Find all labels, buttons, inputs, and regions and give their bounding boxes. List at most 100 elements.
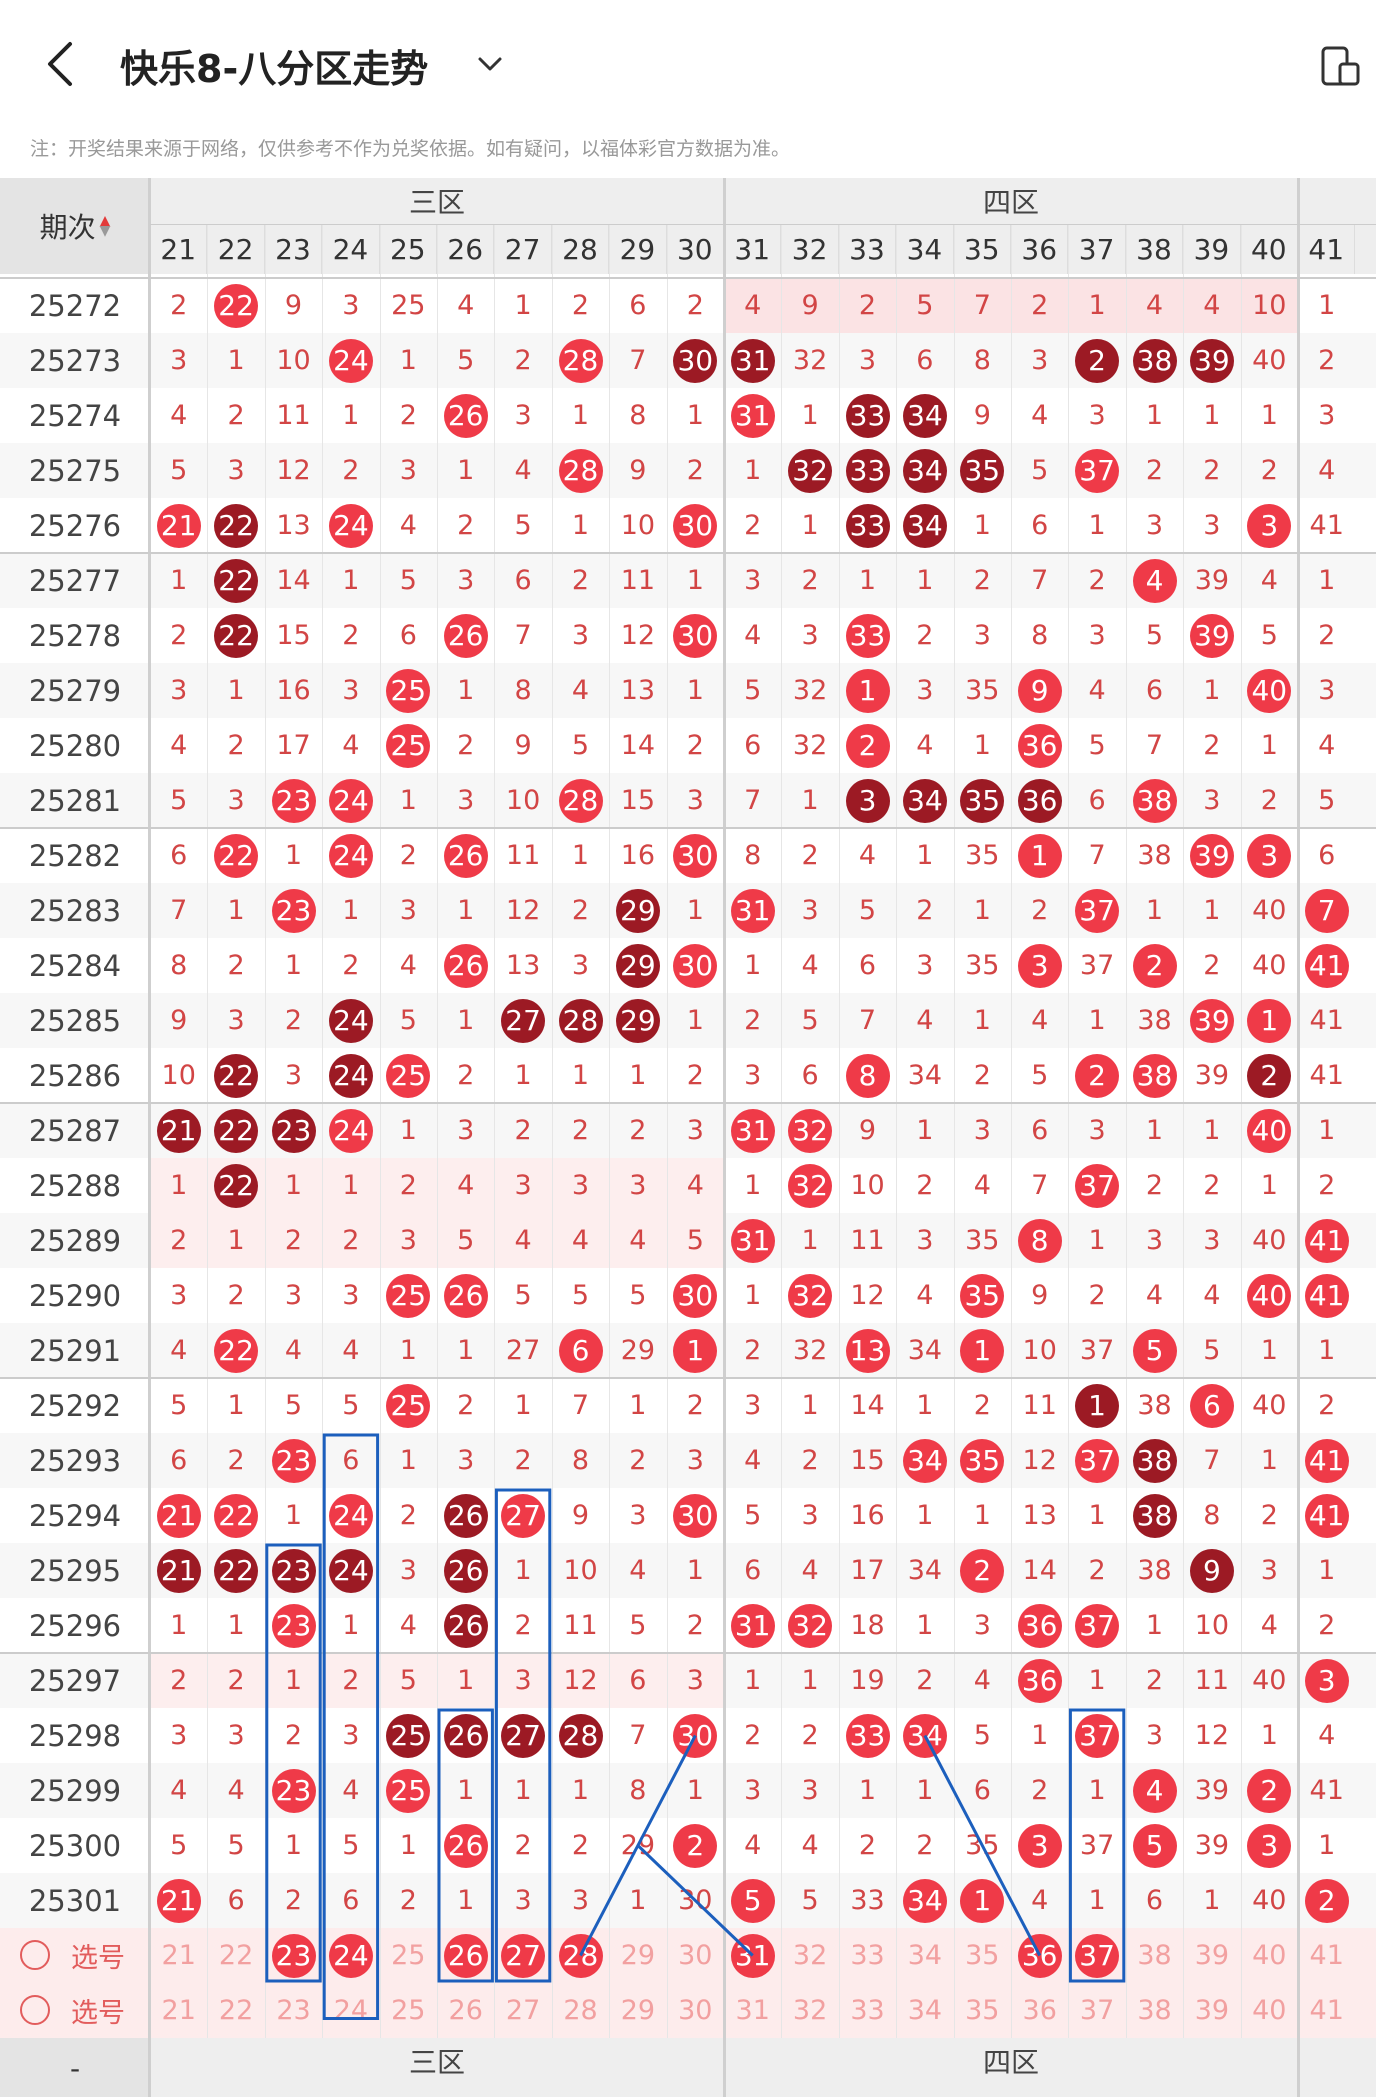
number-ball[interactable]: 22 [214,613,259,658]
select-number[interactable]: 24 [333,1995,369,2026]
number-ball[interactable]: 32 [788,1273,833,1318]
number-ball[interactable]: 23 [271,1768,316,1813]
number-ball[interactable]: 21 [156,1548,201,1593]
select-number[interactable]: 22 [218,1995,254,2026]
select-number[interactable]: 40 [1252,1995,1287,2026]
select-number[interactable]: 30 [678,1940,713,1971]
number-ball[interactable]: 37 [1075,448,1120,493]
number-ball[interactable]: 2 [1247,1053,1292,1098]
number-ball[interactable]: 23 [271,778,316,823]
number-ball[interactable]: 36 [1017,1603,1062,1648]
select-number[interactable]: 34 [907,1995,943,2026]
select-ball[interactable]: 28 [558,1933,603,1978]
select-number[interactable]: 25 [391,1995,426,2026]
number-ball[interactable]: 26 [443,943,488,988]
select-number[interactable]: 29 [620,1940,656,1971]
select-number[interactable]: 21 [161,1995,196,2026]
number-ball[interactable]: 23 [271,1108,316,1153]
number-ball[interactable]: 26 [443,1273,488,1318]
select-ball[interactable]: 36 [1017,1933,1062,1978]
number-ball[interactable]: 2 [845,723,890,768]
number-ball[interactable]: 31 [730,1108,775,1153]
number-ball[interactable]: 38 [1132,338,1177,383]
number-ball[interactable]: 29 [615,888,660,933]
select-number[interactable]: 39 [1194,1995,1230,2026]
number-ball[interactable]: 27 [501,1713,546,1758]
number-ball[interactable]: 36 [1017,723,1062,768]
number-ball[interactable]: 35 [960,1273,1005,1318]
number-ball[interactable]: 40 [1247,1108,1292,1153]
number-ball[interactable]: 32 [788,1163,833,1208]
number-ball[interactable]: 3 [1247,1823,1292,1868]
number-ball[interactable]: 3 [1017,1823,1062,1868]
select-number[interactable]: 38 [1137,1940,1172,1971]
number-ball[interactable]: 37 [1075,1713,1120,1758]
number-ball[interactable]: 25 [386,723,431,768]
number-ball[interactable]: 25 [386,1383,431,1428]
number-ball[interactable]: 31 [730,393,775,438]
select-number[interactable]: 41 [1309,1995,1344,2026]
number-ball[interactable]: 3 [1304,1658,1349,1703]
number-ball[interactable]: 22 [214,1108,259,1153]
number-ball[interactable]: 41 [1304,1218,1349,1263]
number-ball[interactable]: 30 [673,1713,718,1758]
number-ball[interactable]: 23 [271,1603,316,1648]
select-ball[interactable]: 31 [730,1933,775,1978]
number-ball[interactable]: 38 [1132,778,1177,823]
select-ball[interactable]: 37 [1075,1933,1120,1978]
number-ball[interactable]: 22 [214,833,259,878]
number-ball[interactable]: 36 [1017,1658,1062,1703]
number-ball[interactable]: 26 [443,613,488,658]
select-number[interactable]: 25 [391,1940,426,1971]
number-ball[interactable]: 21 [156,1108,201,1153]
number-ball[interactable]: 5 [1132,1328,1177,1373]
number-ball[interactable]: 26 [443,1823,488,1868]
number-ball[interactable]: 41 [1304,1438,1349,1483]
number-ball[interactable]: 28 [558,1713,603,1758]
number-ball[interactable]: 34 [902,393,947,438]
number-ball[interactable]: 40 [1247,1273,1292,1318]
number-ball[interactable]: 37 [1075,1438,1120,1483]
select-ball[interactable]: 24 [328,1933,373,1978]
number-ball[interactable]: 3 [1017,943,1062,988]
select-number[interactable]: 33 [850,1995,885,2026]
number-ball[interactable]: 26 [443,1548,488,1593]
number-ball[interactable]: 2 [1075,1053,1120,1098]
number-ball[interactable]: 22 [214,558,259,603]
number-ball[interactable]: 31 [730,1218,775,1263]
number-ball[interactable]: 27 [501,998,546,1043]
number-ball[interactable]: 28 [558,998,603,1043]
number-ball[interactable]: 30 [673,613,718,658]
number-ball[interactable]: 24 [328,1548,373,1593]
select-number[interactable]: 38 [1137,1995,1172,2026]
period-header[interactable]: 期次 ▲ ▼ [0,178,150,274]
number-ball[interactable]: 22 [214,1163,259,1208]
number-ball[interactable]: 30 [673,1273,718,1318]
number-ball[interactable]: 35 [960,448,1005,493]
select-number[interactable]: 27 [505,1995,541,2026]
select-number[interactable]: 41 [1309,1940,1344,1971]
number-ball[interactable]: 27 [501,1493,546,1538]
number-ball[interactable]: 37 [1075,1603,1120,1648]
number-ball[interactable]: 33 [845,393,890,438]
number-ball[interactable]: 1 [845,668,890,713]
number-ball[interactable]: 1 [1075,1383,1120,1428]
number-ball[interactable]: 22 [214,1328,259,1373]
number-ball[interactable]: 32 [788,1108,833,1153]
number-ball[interactable]: 24 [328,503,373,548]
select-radio[interactable] [20,1995,50,2025]
number-ball[interactable]: 2 [960,1548,1005,1593]
number-ball[interactable]: 6 [558,1328,603,1373]
back-arrow-icon[interactable] [38,36,88,92]
number-ball[interactable]: 22 [214,1053,259,1098]
number-ball[interactable]: 25 [386,1713,431,1758]
number-ball[interactable]: 2 [1247,1768,1292,1813]
number-ball[interactable]: 41 [1304,943,1349,988]
number-ball[interactable]: 24 [328,1493,373,1538]
number-ball[interactable]: 30 [673,338,718,383]
select-number[interactable]: 32 [792,1995,828,2026]
number-ball[interactable]: 34 [902,1878,947,1923]
select-radio[interactable] [20,1940,50,1970]
number-ball[interactable]: 39 [1189,833,1234,878]
number-ball[interactable]: 30 [673,943,718,988]
